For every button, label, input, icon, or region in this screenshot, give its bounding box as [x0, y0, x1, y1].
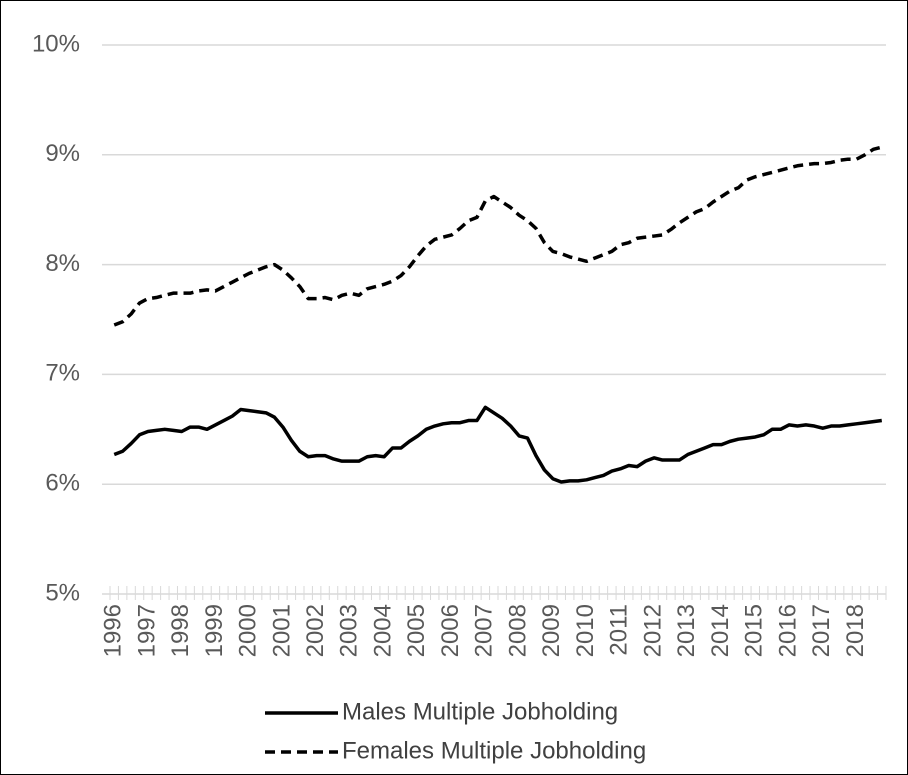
x-tick-label: 2018 [842, 604, 869, 657]
x-tick-label: 2000 [235, 604, 262, 657]
x-tick-label: 2003 [336, 604, 363, 657]
x-tick-label: 2016 [774, 604, 801, 657]
series-line [113, 405, 883, 484]
x-tick-label: 2007 [471, 604, 498, 657]
legend-label: Females Multiple Jobholding [342, 737, 646, 764]
x-tick-label: 2004 [369, 604, 396, 657]
x-tick-label: 2017 [808, 604, 835, 657]
x-tick-label: 1997 [133, 604, 160, 657]
x-tick-label: 2008 [504, 604, 531, 657]
x-tick-label: 2014 [707, 604, 734, 657]
x-tick-label: 2002 [302, 604, 329, 657]
y-tick-label: 9% [45, 140, 80, 167]
x-tick-label: 2001 [268, 604, 295, 657]
x-tick-label: 2013 [673, 604, 700, 657]
legend-label: Males Multiple Jobholding [342, 698, 618, 725]
y-tick-label: 10% [32, 30, 80, 57]
x-tick-label: 2006 [437, 604, 464, 657]
y-tick-label: 7% [45, 360, 80, 387]
x-tick-label: 2012 [639, 604, 666, 657]
x-tick-label: 2005 [403, 604, 430, 657]
y-tick-label: 8% [45, 250, 80, 277]
x-tick-label: 1998 [167, 604, 194, 657]
y-tick-label: 5% [45, 579, 80, 606]
x-tick-label: 2010 [572, 604, 599, 657]
x-tick-label: 1996 [100, 604, 127, 657]
y-tick-label: 6% [45, 470, 80, 497]
series-line [113, 145, 883, 327]
x-tick-label: 2011 [606, 604, 633, 656]
x-tick-label: 2009 [538, 604, 565, 657]
x-tick-label: 1999 [201, 604, 228, 657]
x-tick-label: 2015 [741, 604, 768, 657]
